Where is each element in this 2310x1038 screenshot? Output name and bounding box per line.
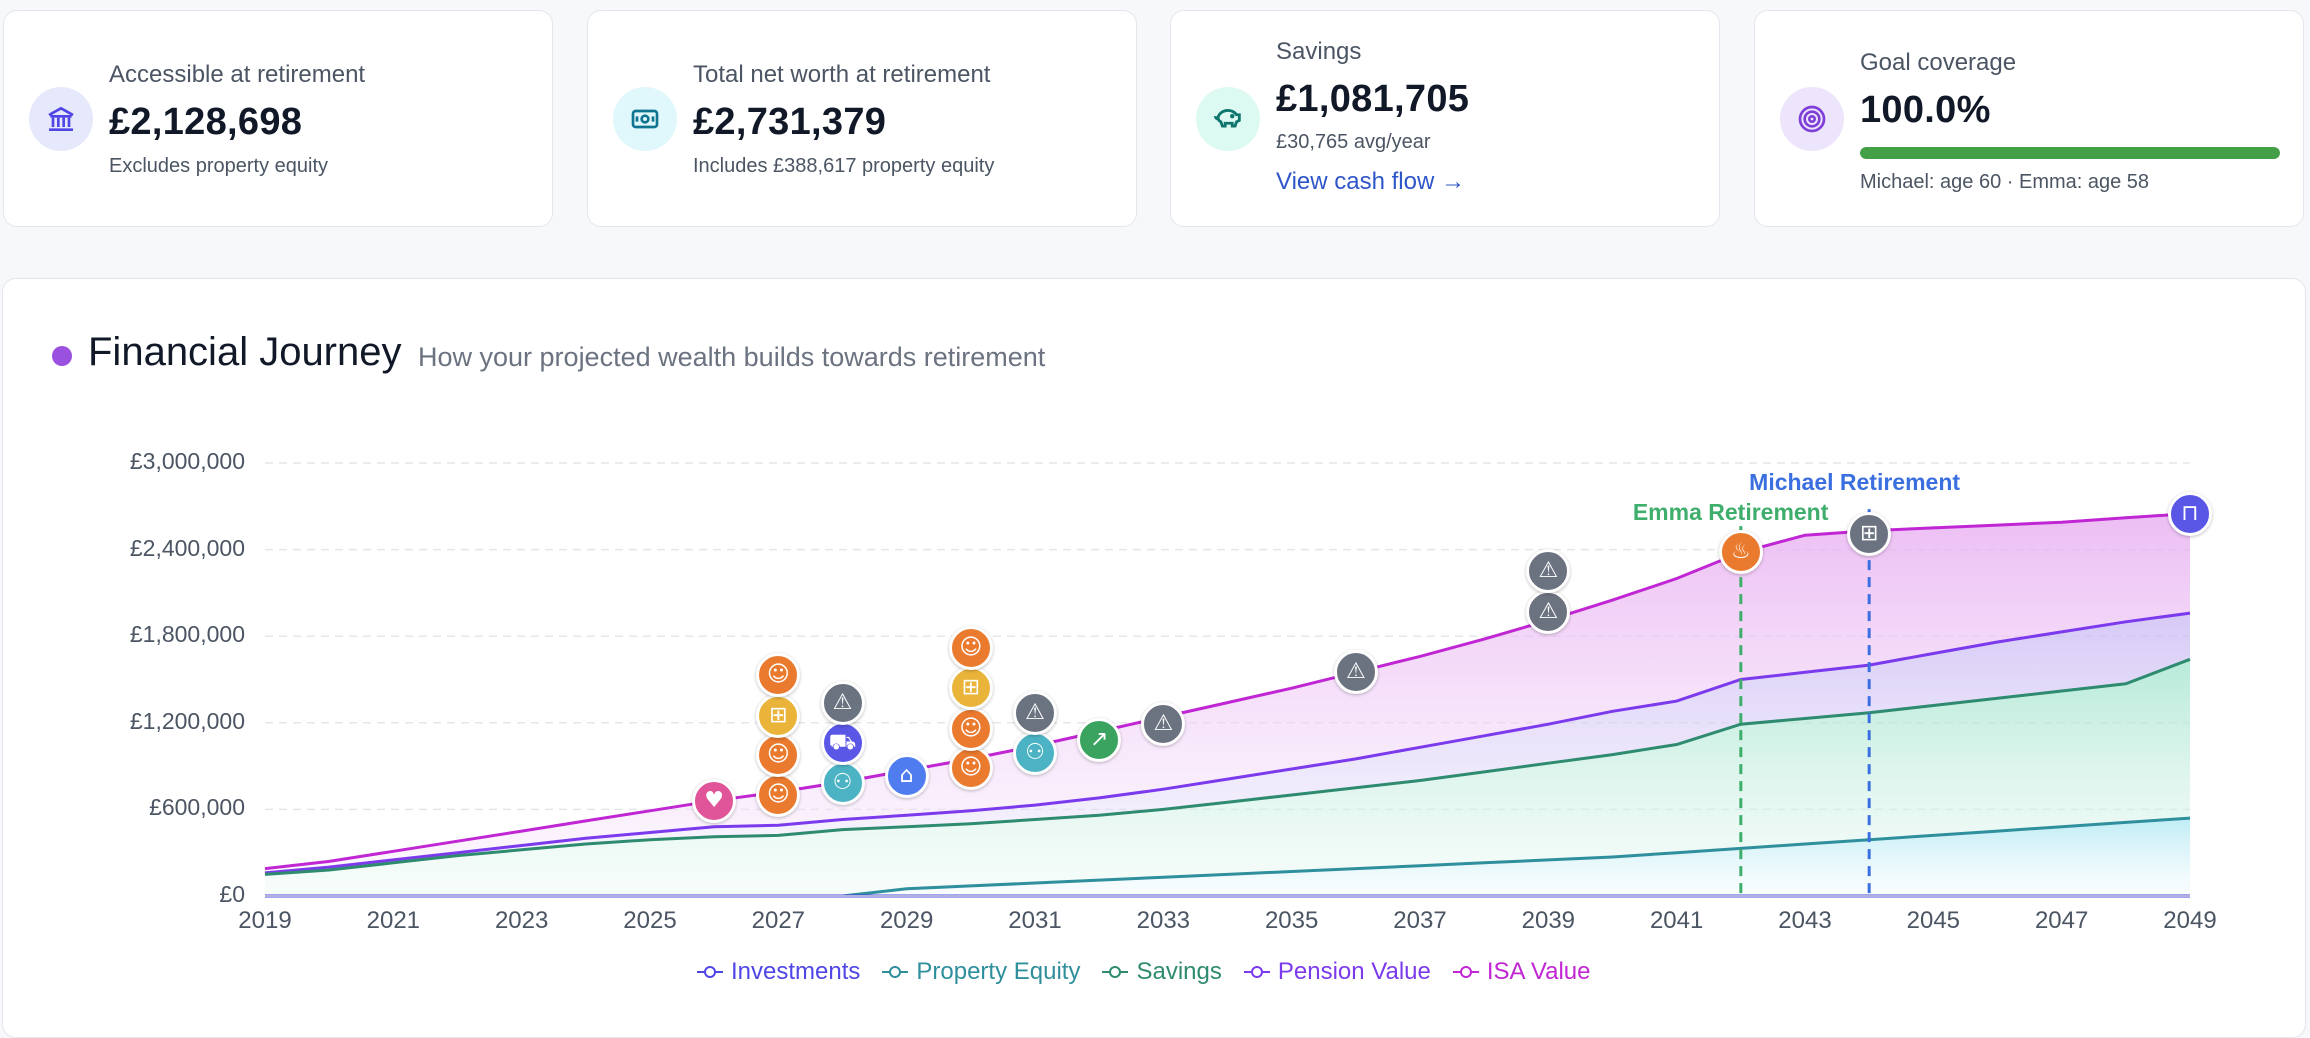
flame-icon[interactable]: ♨: [1718, 530, 1763, 575]
view-cash-flow-link[interactable]: View cash flow →: [1276, 168, 1465, 195]
y-tick-label: £2,400,000: [129, 534, 245, 561]
summary-card-net-worth: Total net worth at retirement £2,731,379…: [587, 10, 1137, 227]
legend-item-pension-value[interactable]: Pension Value: [1243, 958, 1431, 986]
x-tick-label: 2023: [494, 907, 549, 934]
goal-coverage-progress-bar: [1860, 147, 2280, 159]
chart-legend: Investments Property Equity Savings Pension…: [697, 958, 1591, 986]
target-icon: [1780, 87, 1844, 151]
gift-icon[interactable]: ⊞: [756, 693, 801, 738]
cash-icon: [613, 87, 677, 151]
summary-card-savings: Savings £1,081,705 £30,765 avg/year View…: [1170, 10, 1720, 227]
bank-icon: [29, 87, 93, 151]
y-tick-label: £1,800,000: [129, 621, 245, 648]
x-tick-label: 2027: [751, 907, 806, 934]
legend-swatch: [1102, 965, 1129, 979]
card-subtext: Michael: age 60 · Emma: age 58: [1860, 171, 2150, 193]
x-tick-label: 2031: [1008, 907, 1062, 934]
goal-coverage-progress-fill: [1860, 147, 2280, 159]
baby-icon[interactable]: ☺: [948, 745, 993, 790]
home-icon[interactable]: ⌂: [884, 754, 929, 799]
baby-icon[interactable]: ☺: [756, 732, 801, 777]
card-value: £1,081,705: [1276, 78, 1470, 120]
legend-item-property-equity[interactable]: Property Equity: [882, 958, 1080, 986]
x-tick-label: 2039: [1521, 907, 1576, 934]
legend-swatch: [697, 965, 723, 979]
x-tick-label: 2025: [623, 907, 677, 934]
gift-icon[interactable]: ⊞: [948, 666, 993, 711]
x-tick-label: 2037: [1393, 907, 1447, 934]
x-tick-label: 2033: [1136, 907, 1191, 934]
summary-card-goal-coverage: Goal coverage 100.0% Michael: age 60 · E…: [1754, 10, 2304, 227]
bank-icon[interactable]: ⊓: [2168, 491, 2212, 536]
x-tick-label: 2019: [238, 907, 292, 934]
emma-retirement-label: Emma Retirement: [1632, 499, 1829, 525]
card-value: 100.0%: [1860, 89, 1991, 131]
warning-icon[interactable]: ⚠: [1141, 702, 1186, 747]
legend-item-isa-value[interactable]: ISA Value: [1452, 958, 1591, 986]
legend-swatch: [882, 965, 909, 979]
y-tick-label: £600,000: [149, 794, 245, 821]
y-tick-label: £0: [219, 881, 245, 907]
card-label: Savings: [1276, 38, 1362, 65]
x-tick-label: 2049: [2163, 907, 2217, 934]
panel-title-dot: [52, 346, 72, 366]
warning-icon[interactable]: ⚠: [1013, 690, 1057, 735]
panel-title: Financial Journey: [88, 330, 402, 374]
y-tick-label: £3,000,000: [129, 448, 245, 474]
heart-icon[interactable]: ♥: [692, 778, 737, 823]
x-tick-label: 2043: [1778, 907, 1832, 934]
legend-label: ISA Value: [1486, 958, 1591, 985]
warning-icon[interactable]: ⚠: [1526, 589, 1571, 634]
legend-label: Pension Value: [1277, 958, 1431, 985]
savings-line: [264, 657, 2191, 876]
baby-icon[interactable]: ☺: [756, 653, 801, 698]
legend-label: Savings: [1136, 958, 1222, 985]
car-icon[interactable]: ⛟: [820, 721, 865, 765]
baby-icon[interactable]: ☺: [948, 625, 993, 670]
legend-label: Investments: [731, 958, 861, 985]
property-equity-area: [265, 818, 2190, 896]
warning-icon[interactable]: ⚠: [1526, 549, 1571, 594]
isa-value-area: [265, 513, 2190, 873]
michael-retirement-label: Michael Retirement: [1749, 469, 1961, 495]
card-subtext: Excludes property equity: [109, 155, 329, 177]
card-value: £2,128,698: [109, 101, 303, 143]
baby-icon[interactable]: ☺: [948, 706, 993, 751]
card-subtext: £30,765 avg/year: [1276, 131, 1431, 153]
x-tick-label: 2041: [1649, 907, 1704, 934]
warning-icon[interactable]: ⚠: [820, 680, 865, 725]
legend-item-investments[interactable]: Investments: [697, 958, 860, 986]
panel-subtitle: How your projected wealth builds towards…: [418, 342, 1046, 372]
legend-swatch: [1452, 965, 1479, 979]
card-label: Total net worth at retirement: [693, 61, 991, 88]
card-subtext: Includes £388,617 property equity: [693, 155, 995, 177]
legend-swatch: [1243, 965, 1270, 979]
piggy-bank-icon: [1196, 87, 1260, 151]
legend-item-savings[interactable]: Savings: [1102, 958, 1222, 986]
people-icon[interactable]: ⚇: [1013, 731, 1057, 776]
baby-icon[interactable]: ☺: [756, 772, 801, 817]
y-tick-label: £1,200,000: [129, 707, 245, 734]
legend-label: Property Equity: [916, 958, 1081, 985]
x-tick-label: 2021: [366, 907, 421, 934]
warning-icon[interactable]: ⚠: [1333, 650, 1378, 695]
gift-icon[interactable]: ⊞: [1847, 511, 1892, 556]
x-tick-label: 2029: [879, 907, 934, 934]
people-icon[interactable]: ⚇: [820, 761, 865, 806]
card-label: Goal coverage: [1860, 49, 2017, 76]
x-tick-label: 2047: [2034, 907, 2089, 934]
card-label: Accessible at retirement: [109, 61, 366, 88]
x-tick-label: 2035: [1264, 907, 1319, 934]
card-value: £2,731,379: [693, 101, 887, 143]
x-tick-label: 2045: [1906, 907, 1961, 934]
trend-up-icon[interactable]: ↗: [1077, 718, 1122, 763]
financial-journey-chart: [264, 462, 2191, 898]
summary-card-accessible: Accessible at retirement £2,128,698 Excl…: [3, 10, 553, 227]
